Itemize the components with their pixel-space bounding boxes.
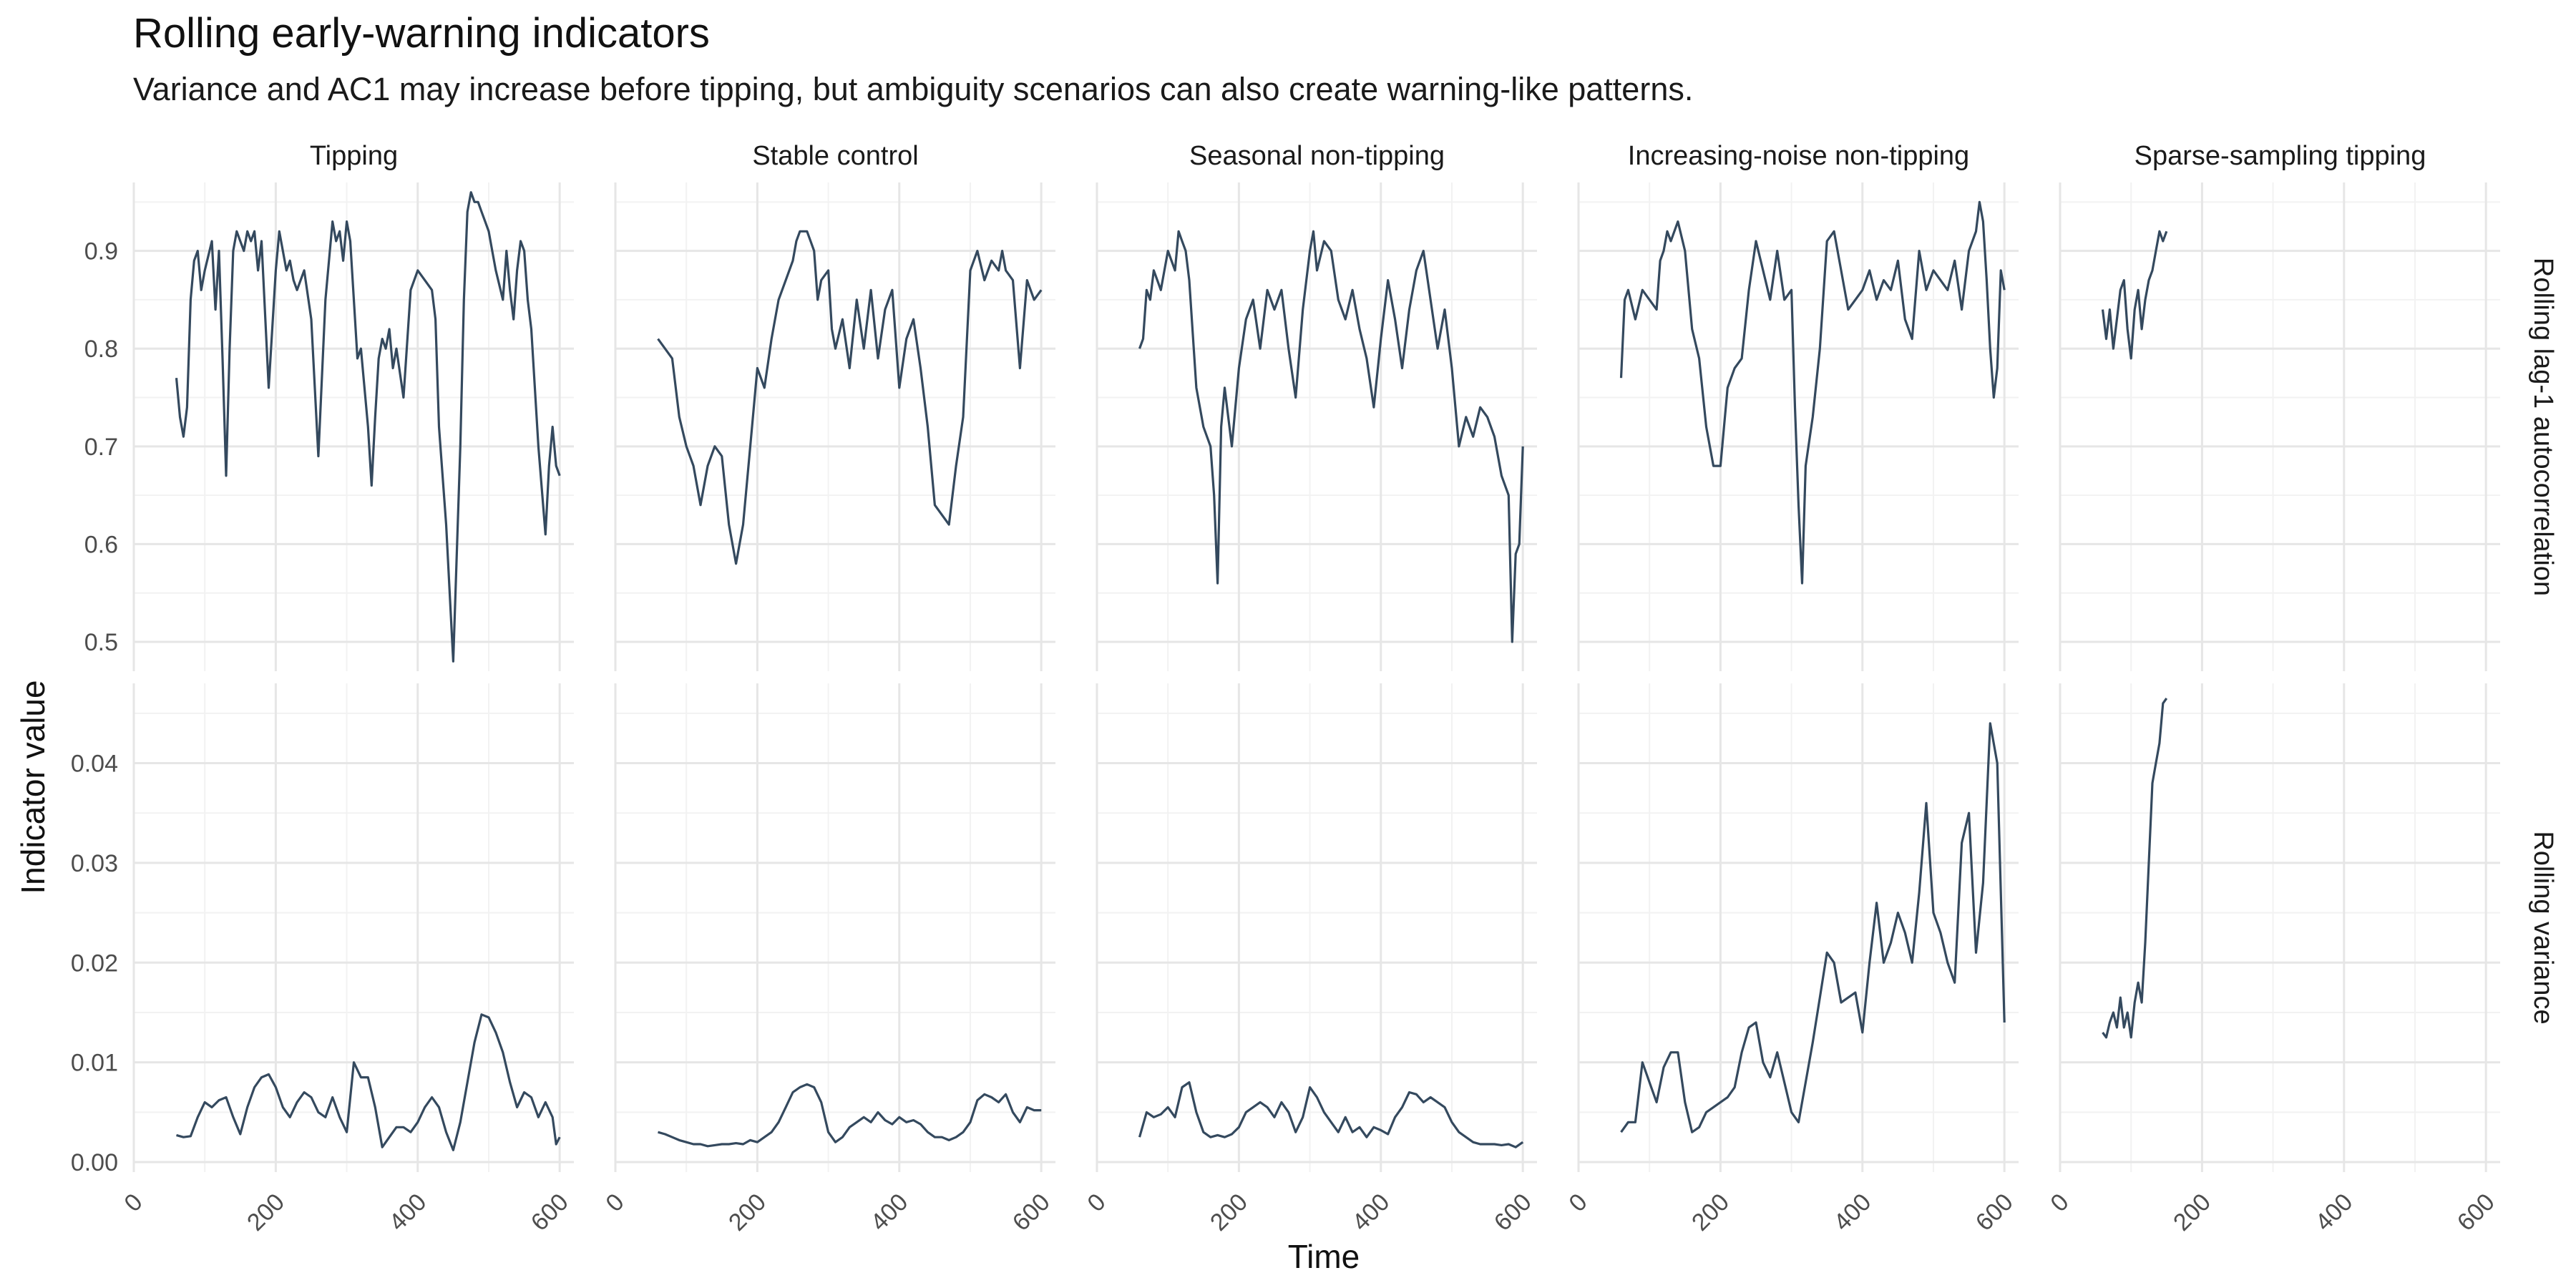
series-line xyxy=(1620,722,2006,1133)
panel xyxy=(1096,182,1537,671)
y-tick-label: 0.04 xyxy=(71,751,118,778)
panel xyxy=(1577,683,2019,1172)
x-tick-label: 0 xyxy=(600,1189,629,1217)
x-tick-label: 200 xyxy=(242,1189,290,1236)
x-tick-label: 600 xyxy=(526,1189,574,1236)
x-tick-label: 200 xyxy=(1687,1189,1735,1236)
series-line xyxy=(1138,230,1524,643)
y-tick-label: 0.5 xyxy=(84,629,118,656)
x-tick-label: 0 xyxy=(119,1189,147,1217)
panel xyxy=(614,683,1055,1172)
panel xyxy=(2059,182,2500,671)
panel xyxy=(1577,182,2019,671)
series-line xyxy=(658,1083,1042,1148)
panel xyxy=(132,683,574,1172)
series-line xyxy=(175,191,561,663)
chart-subtitle: Variance and AC1 may increase before tip… xyxy=(133,71,1693,107)
row-strip-label: Rolling variance xyxy=(2528,831,2558,1024)
y-axis-label: Indicator value xyxy=(14,680,52,894)
panel-strip-label: Seasonal non-tipping xyxy=(1189,141,1445,171)
panel-strip-label: Tipping xyxy=(310,141,398,171)
series-line xyxy=(657,230,1043,565)
x-tick-label: 0 xyxy=(2045,1189,2074,1217)
x-axis-label: Time xyxy=(1288,1238,1360,1275)
y-tick-label: 0.7 xyxy=(84,434,118,461)
y-tick-label: 0.01 xyxy=(71,1050,118,1077)
chart-title: Rolling early-warning indicators xyxy=(133,10,710,57)
panel xyxy=(614,182,1055,671)
x-tick-label: 200 xyxy=(2168,1189,2216,1236)
panel xyxy=(2059,683,2500,1172)
x-tick-label: 600 xyxy=(1971,1189,2019,1236)
x-tick-label: 400 xyxy=(865,1189,913,1236)
x-tick-label: 400 xyxy=(2310,1189,2358,1236)
y-tick-label: 0.6 xyxy=(84,531,118,558)
series-line xyxy=(176,1013,561,1151)
panel-strip-label: Sparse-sampling tipping xyxy=(2135,141,2426,171)
series-line xyxy=(1138,1081,1524,1148)
y-tick-label: 0.8 xyxy=(84,336,118,363)
x-tick-label: 0 xyxy=(1563,1189,1592,1217)
x-tick-label: 600 xyxy=(1008,1189,1055,1236)
panel xyxy=(132,182,574,671)
panel-strip-label: Increasing-noise non-tipping xyxy=(1628,141,1969,171)
panel xyxy=(1096,683,1537,1172)
panel-strip-label: Stable control xyxy=(752,141,918,171)
series-line xyxy=(2102,697,2168,1039)
series-line xyxy=(1619,200,2006,585)
x-tick-label: 600 xyxy=(1489,1189,1537,1236)
x-tick-label: 0 xyxy=(1082,1189,1111,1217)
y-tick-label: 0.00 xyxy=(71,1149,118,1176)
x-tick-label: 400 xyxy=(1828,1189,1876,1236)
x-tick-label: 600 xyxy=(2452,1189,2500,1236)
series-line xyxy=(2101,230,2168,360)
x-tick-label: 200 xyxy=(723,1189,771,1236)
x-tick-label: 200 xyxy=(1205,1189,1253,1236)
panel-grid: Tipping Stable control Seasonal non-tippin… xyxy=(71,141,2558,1236)
x-tick-label: 400 xyxy=(384,1189,431,1236)
row-strip-label: Rolling lag-1 autocorrelation xyxy=(2528,258,2558,596)
x-tick-label: 400 xyxy=(1347,1189,1395,1236)
y-tick-label: 0.02 xyxy=(71,950,118,977)
y-tick-label: 0.9 xyxy=(84,238,118,265)
y-tick-label: 0.03 xyxy=(71,850,118,877)
